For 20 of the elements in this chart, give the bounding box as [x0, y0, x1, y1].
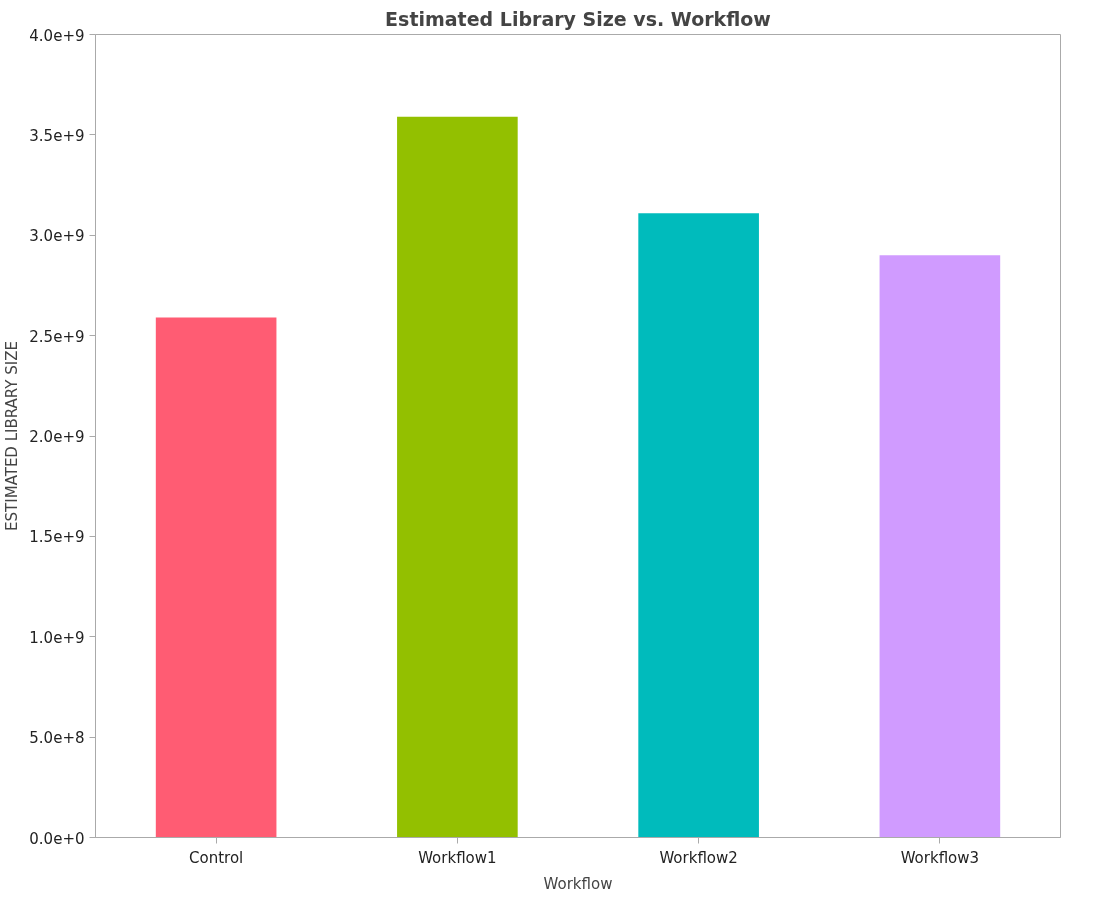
x-tick-label: Workflow1	[418, 848, 497, 867]
y-tick-label: 5.0e+8	[29, 729, 85, 748]
chart-title: Estimated Library Size vs. Workflow	[385, 7, 771, 30]
y-tick-label: 0.0e+0	[29, 829, 85, 848]
bar	[397, 116, 518, 838]
y-tick-label: 1.5e+9	[29, 528, 85, 547]
y-tick-label: 2.0e+9	[29, 428, 85, 446]
y-tick-label: 4.0e+9	[29, 26, 85, 45]
y-axis-title: ESTIMATED LIBRARY SIZE	[3, 341, 22, 531]
y-tick-label: 2.5e+9	[29, 327, 85, 346]
y-tick-label: 3.0e+9	[29, 227, 85, 246]
x-tick-label: Control	[189, 848, 244, 867]
y-tick-label: 3.5e+9	[29, 126, 85, 145]
bar	[879, 255, 1001, 838]
x-axis-title: Workflow	[543, 874, 613, 893]
bar	[155, 317, 277, 838]
y-tick-label: 1.0e+9	[29, 628, 85, 647]
x-tick-label: Workflow2	[659, 848, 738, 867]
bar	[638, 213, 759, 838]
x-tick-label: Workflow3	[900, 848, 980, 867]
